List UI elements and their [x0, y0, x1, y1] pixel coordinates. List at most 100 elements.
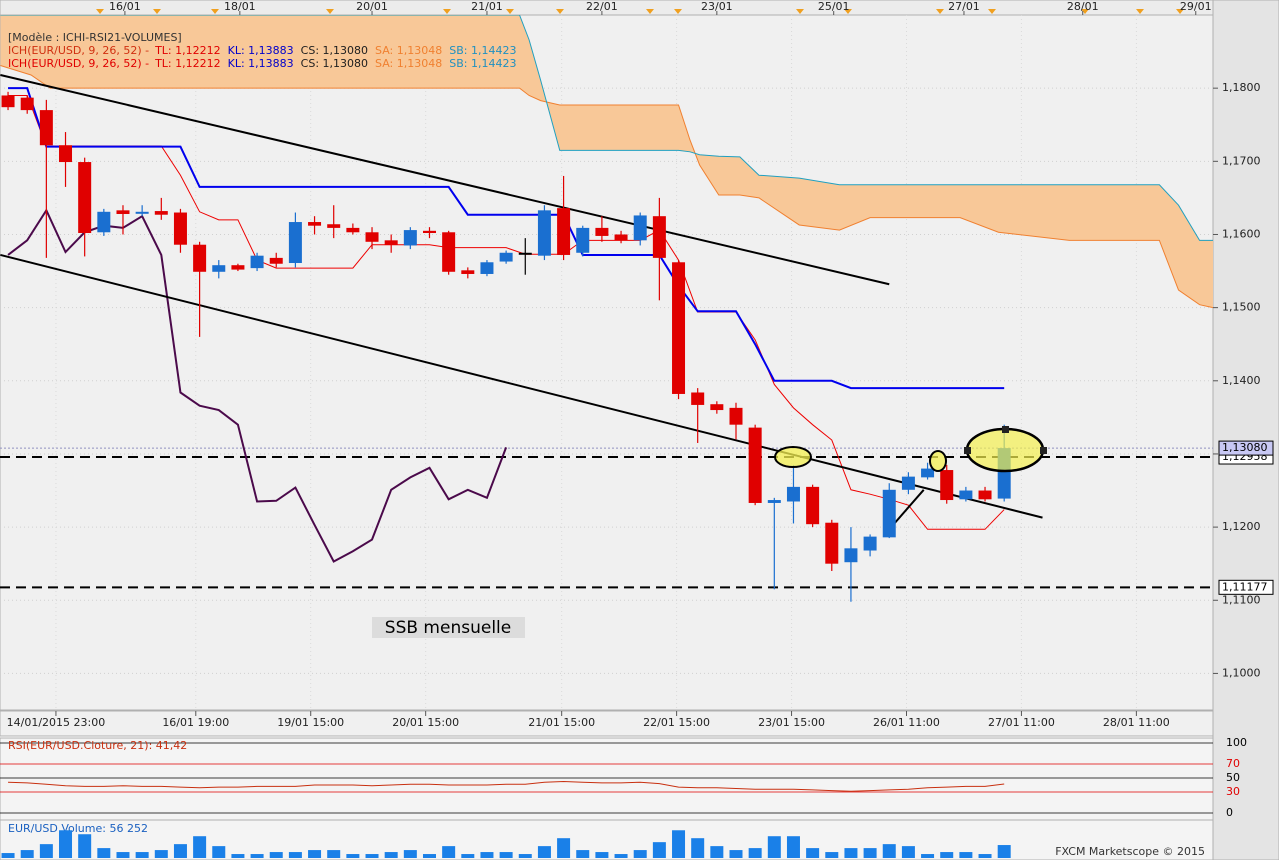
- volume-bar: [308, 850, 322, 858]
- handle: [1040, 447, 1047, 454]
- candle-body: [614, 234, 628, 241]
- candle-body: [365, 232, 379, 242]
- legend-row: ICH(EUR/USD, 9, 26, 52) - TL: 1,12212 KL: …: [8, 57, 516, 70]
- candle-body: [154, 211, 168, 215]
- price-layer: [0, 15, 1213, 710]
- volume-bar: [59, 830, 73, 858]
- volume-bar: [193, 836, 207, 858]
- trendline: [0, 253, 1043, 519]
- volume-bar: [978, 854, 992, 858]
- legend-row: ICH(EUR/USD, 9, 26, 52) - TL: 1,12212 KL: …: [8, 44, 516, 57]
- volume-bar: [767, 836, 781, 858]
- footer: FXCM Marketscope © 2015: [1055, 845, 1205, 858]
- candle-body: [748, 427, 762, 503]
- candle-body: [557, 208, 571, 255]
- volume-bar: [921, 854, 935, 858]
- candle-body: [480, 262, 494, 274]
- x-tick-label: 16/01 19:00: [162, 716, 229, 729]
- volume-bar: [250, 854, 264, 858]
- volume-bar: [537, 846, 551, 858]
- rsi-label: RSI(EUR/USD.Cloture, 21): 41,42: [8, 739, 187, 752]
- level-label: 1,11177: [1222, 580, 1268, 593]
- volume-bar: [786, 836, 800, 858]
- candle-body: [422, 230, 436, 234]
- candle-body: [116, 210, 130, 214]
- volume-bar: [940, 852, 954, 858]
- rsi-tick-label: 30: [1226, 785, 1240, 798]
- candle-body: [78, 162, 92, 234]
- rsi-tick-label: 50: [1226, 771, 1240, 784]
- x-tick-label: 22/01 15:00: [643, 716, 710, 729]
- legend-entry: SB: 1,14423: [449, 44, 516, 57]
- candle-body: [231, 265, 245, 270]
- candle-body: [97, 211, 111, 233]
- volume-bar: [576, 850, 590, 858]
- legend-entry: TL: 1,12212: [154, 57, 221, 70]
- candle-body: [882, 489, 896, 538]
- handle: [964, 447, 971, 454]
- candle-body: [1, 95, 15, 108]
- volume-bar: [844, 848, 858, 858]
- y-tick-label: 1,1400: [1222, 374, 1261, 387]
- candle-body: [786, 486, 800, 502]
- x-tick-label: 14/01/2015 23:00: [7, 716, 106, 729]
- candle-body: [193, 244, 207, 272]
- volume-bar: [135, 852, 149, 858]
- candle-body: [844, 548, 858, 563]
- x-tick-label: 21/01 15:00: [528, 716, 595, 729]
- x2-tick-label: 25/01: [818, 0, 850, 13]
- indicator-line: [8, 94, 1005, 530]
- volume-bar: [595, 852, 609, 858]
- volume-bar: [20, 850, 34, 858]
- candle-body: [288, 222, 302, 264]
- volume-bar: [78, 834, 92, 858]
- candle-body: [921, 468, 935, 478]
- volume-bar: [39, 844, 53, 858]
- legend-entry: ICH(EUR/USD, 9, 26, 52) -: [8, 57, 149, 70]
- rsi-panel: [0, 737, 1214, 821]
- volume-bar: [365, 854, 379, 858]
- annotation-text: SSB mensuelle: [385, 618, 511, 638]
- legend-entry: ICH(EUR/USD, 9, 26, 52) -: [8, 44, 149, 57]
- volume-bar: [327, 850, 341, 858]
- candle-body: [825, 522, 839, 564]
- volume-bar: [748, 848, 762, 858]
- volume-bar: [557, 838, 571, 858]
- volume-bar: [442, 846, 456, 858]
- legend-entry: SB: 1,14423: [449, 57, 516, 70]
- candle-body: [576, 227, 590, 253]
- candle-body: [767, 500, 781, 503]
- volume-bar: [499, 852, 513, 858]
- volume-bar: [173, 844, 187, 858]
- candle-body: [595, 227, 609, 236]
- annotation-shapes: SSB mensuelle: [372, 426, 1047, 638]
- candle-body: [959, 490, 973, 500]
- y-tick-label: 1,1100: [1222, 593, 1261, 606]
- legend-entry: TL: 1,12212: [154, 44, 221, 57]
- candle-body: [633, 215, 647, 241]
- senkou-b: [0, 15, 1213, 241]
- candle-body: [499, 252, 513, 262]
- x2-tick-label: 22/01: [586, 0, 618, 13]
- axes-layer: 1,10001,11001,12001,13001,14001,15001,16…: [7, 0, 1274, 729]
- highlight-ellipse: [929, 450, 947, 472]
- x-tick-label: 27/01 11:00: [988, 716, 1055, 729]
- legend-entry: SA: 1,13048: [375, 57, 442, 70]
- x-tick-label: 26/01 11:00: [873, 716, 940, 729]
- volume-bar: [116, 852, 130, 858]
- volume-bar: [882, 844, 896, 858]
- legend-entry: CS: 1,13080: [301, 44, 368, 57]
- y-tick-label: 1,1000: [1222, 666, 1261, 679]
- x2-tick-label: 28/01: [1067, 0, 1099, 13]
- volume-bar: [863, 848, 877, 858]
- x2-tick-label: 21/01: [471, 0, 503, 13]
- candle-body: [461, 270, 475, 274]
- level-label: 1,13080: [1222, 441, 1268, 454]
- volume-bar: [901, 846, 915, 858]
- volume-bar: [614, 854, 628, 858]
- y-tick-label: 1,1500: [1222, 301, 1261, 314]
- x2-tick-label: 27/01: [948, 0, 980, 13]
- volume-bar: [729, 850, 743, 858]
- volume-bar: [346, 854, 360, 858]
- x-tick-label: 23/01 15:00: [758, 716, 825, 729]
